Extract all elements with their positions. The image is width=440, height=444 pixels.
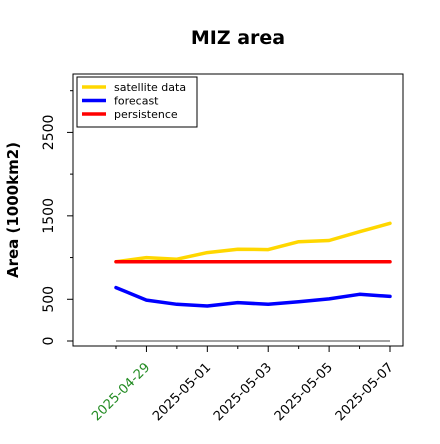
x-tick-label: 2025-05-03 [211,360,275,424]
x-tick-label: 2025-04-29 [89,360,153,424]
chart-title: MIZ area [191,27,285,49]
series-line-satellite-data [114,221,392,264]
y-tick-label: 2500 [41,115,57,151]
y-tick-label: 1500 [41,198,57,234]
x-tick-label: 2025-05-01 [150,360,214,424]
x-tick-label: 2025-05-05 [272,360,336,424]
x-tick-label: 2025-05-07 [333,360,397,424]
legend-label: forecast [114,95,159,108]
legend-label: persistence [114,108,178,121]
ticks-layer: 0500150025002025-04-292025-05-012025-05-… [41,90,397,424]
series-line-forecast [114,285,392,308]
series-layer [114,221,392,308]
y-tick-label: 0 [41,337,57,346]
y-tick-label: 500 [41,286,57,313]
y-axis-label: Area (1000km2) [4,142,22,278]
legend-label: satellite data [114,81,186,94]
